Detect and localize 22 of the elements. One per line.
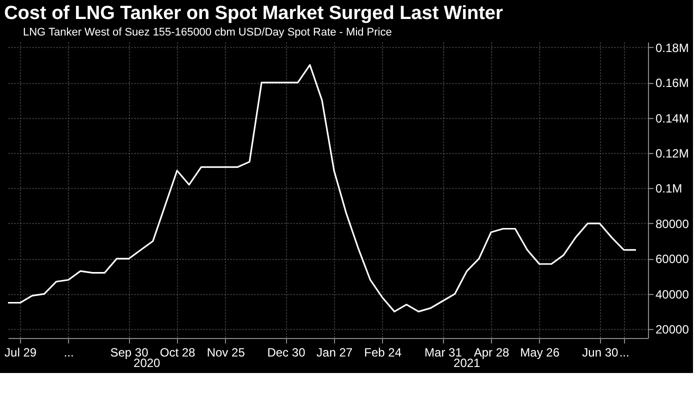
line-series: [7, 64, 637, 312]
y-tick-label: 40000: [656, 287, 690, 302]
chart-title: Cost of LNG Tanker on Spot Market Surged Last Winter: [4, 3, 504, 24]
x-tick-label: ...: [64, 346, 74, 360]
y-tick-label: 0.1M: [656, 182, 682, 196]
text: LNG Tanker West of Suez 155-165000 cbm USD/Day Spot Rate - Mid Price: [23, 26, 392, 38]
x-tick-label: Feb 24: [364, 346, 402, 360]
x-tick-label: ...: [619, 346, 630, 360]
y-tick-label: 20000: [656, 322, 690, 337]
y-tick-label: 80000: [656, 216, 690, 231]
y-tick-label: 0.12M: [656, 146, 689, 160]
x-tick-label: Jun 30: [582, 346, 619, 360]
y-tick-label: 0.14M: [656, 111, 689, 126]
x-tick-label: Jul 29: [4, 346, 37, 360]
y-tick-label: 0.16M: [656, 76, 689, 90]
x-tick-label: Oct 28: [160, 346, 196, 360]
x-tick-label: Nov 25: [206, 346, 246, 360]
x-tick-label: Jan 27: [316, 346, 353, 360]
x-tick-label: May 26: [520, 346, 560, 360]
y-tick-label: 0.18M: [656, 40, 689, 55]
x-tick-label: Dec 30: [267, 346, 306, 360]
y-tick-label: 60000: [656, 252, 690, 266]
